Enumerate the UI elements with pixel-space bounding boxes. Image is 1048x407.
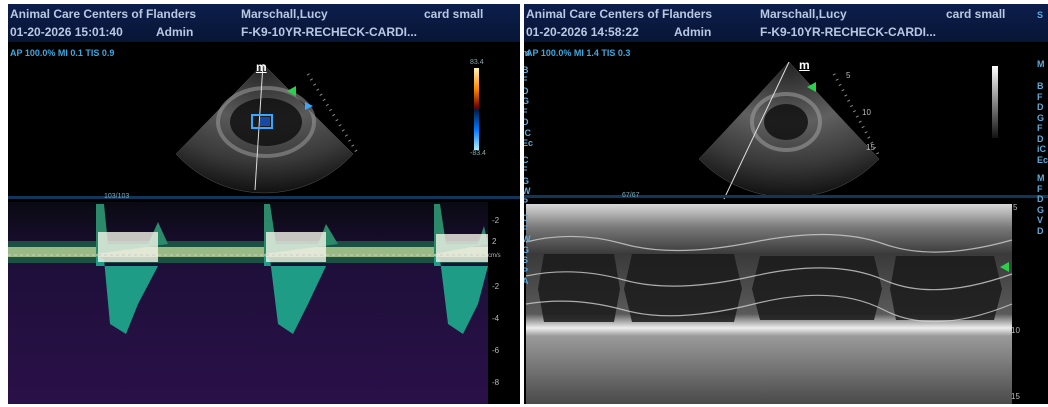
right-datetime: 01-20-2026 14:58:22 bbox=[526, 25, 639, 39]
right-probe-label: card small bbox=[946, 7, 1006, 21]
right-heart-wall bbox=[750, 92, 822, 152]
left-focus-marker-icon bbox=[287, 86, 296, 96]
right-sector-tick: 5 bbox=[846, 71, 851, 80]
left-clinic-name: Animal Care Centers of Flanders bbox=[10, 7, 197, 21]
left-acoustic-readout: AP 100.0% MI 0.1 TIS 0.9 bbox=[10, 48, 115, 58]
left-operator: Admin bbox=[156, 25, 194, 39]
left-sweep-label: 103/103 bbox=[104, 193, 130, 200]
left-patient-name: Marschall,Lucy bbox=[241, 7, 328, 21]
left-probe-label: card small bbox=[424, 7, 484, 21]
right-sweep-label: 67/67 bbox=[622, 192, 640, 199]
left-color-scale-bottom: -83.4 bbox=[470, 150, 486, 157]
right-acoustic-readout: AP 100.0% MI 1.4 TIS 0.3 bbox=[526, 48, 631, 58]
right-mmode-chambers bbox=[538, 254, 1002, 322]
right-heart-chamber bbox=[764, 104, 808, 140]
right-header: Animal Care Centers of Flanders Marschal… bbox=[524, 4, 1048, 42]
right-mmode-tick: 5 bbox=[1013, 203, 1018, 212]
right-focus-marker-icon bbox=[807, 82, 816, 92]
left-doppler-tick: -6 bbox=[492, 346, 500, 355]
left-doppler-tick: -2 bbox=[492, 216, 500, 225]
right-side-panel: m B F D G F D iC Ec C F G W P C F W G S … bbox=[524, 48, 534, 286]
left-doppler-tick: -2 bbox=[492, 282, 500, 291]
left-doppler-tick: -4 bbox=[492, 314, 500, 323]
left-datetime: 01-20-2026 15:01:40 bbox=[10, 25, 123, 39]
right-mmode-cursor-line bbox=[723, 61, 790, 200]
left-sample-gate bbox=[251, 114, 273, 129]
left-gate-marker-icon bbox=[305, 102, 313, 110]
left-doppler-spectrum bbox=[8, 204, 488, 334]
right-orientation-marker: m bbox=[799, 58, 810, 72]
right-sector-tick: 10 bbox=[862, 108, 871, 117]
right-study-id: F-K9-10YR-RECHECK-CARDI... bbox=[760, 25, 937, 39]
left-doppler-tick: 2 bbox=[492, 237, 497, 246]
right-sector-tick: 15 bbox=[866, 143, 875, 152]
right-far-panel: S M B F D G F D iC Ec M F D G V D bbox=[1037, 10, 1048, 236]
left-ultrasound-screen: Animal Care Centers of Flanders Marschal… bbox=[8, 4, 520, 404]
left-orientation-marker: m bbox=[256, 60, 267, 74]
right-operator: Admin bbox=[674, 25, 712, 39]
right-gray-scale-bar bbox=[992, 66, 998, 138]
left-study-id: F-K9-10YR-RECHECK-CARDI... bbox=[241, 25, 418, 39]
left-color-scale-bar bbox=[474, 68, 479, 150]
right-patient-name: Marschall,Lucy bbox=[760, 7, 847, 21]
left-heart-wall bbox=[216, 86, 316, 158]
left-header: Animal Care Centers of Flanders Marschal… bbox=[8, 4, 520, 42]
right-sweep-ruler bbox=[524, 195, 1048, 198]
left-color-scale-top: 83.4 bbox=[470, 59, 484, 66]
right-image-layer bbox=[525, 61, 1013, 404]
right-mmode-tick: 15 bbox=[1011, 392, 1020, 401]
right-mmode-wall-lines bbox=[525, 233, 1013, 323]
left-image-layer bbox=[8, 63, 488, 404]
right-mmode-focus-marker-icon bbox=[1000, 262, 1009, 272]
left-color-box bbox=[260, 117, 270, 126]
left-doppler-unit: cm/s bbox=[488, 253, 501, 259]
right-ultrasound-screen: Animal Care Centers of Flanders Marschal… bbox=[524, 4, 1048, 404]
left-doppler-tick: -8 bbox=[492, 378, 500, 387]
right-mmode-tick: 10 bbox=[1011, 326, 1020, 335]
left-sweep-ruler bbox=[8, 196, 520, 199]
right-clinic-name: Animal Care Centers of Flanders bbox=[526, 7, 713, 21]
left-doppler-strip bbox=[8, 202, 488, 404]
